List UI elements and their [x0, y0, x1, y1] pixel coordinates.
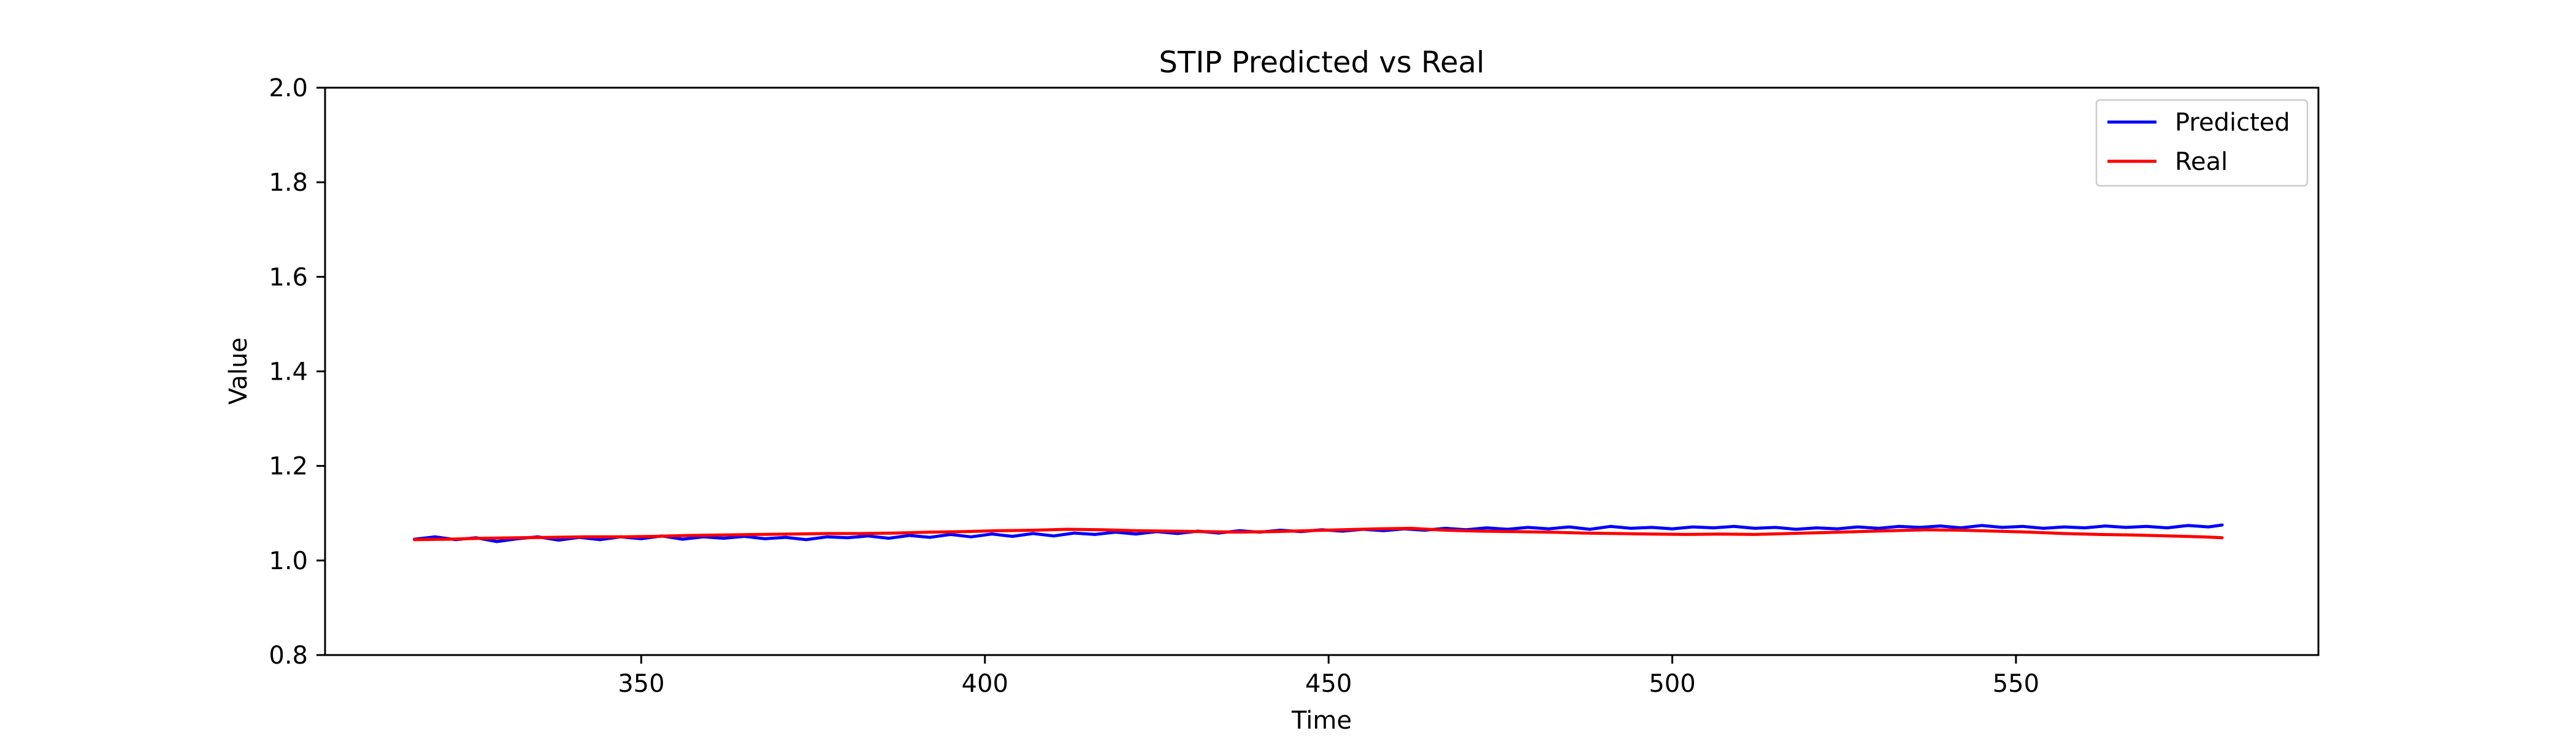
y-tick-label: 0.8: [269, 642, 308, 670]
x-tick-label: 400: [962, 670, 1008, 698]
x-tick-label: 500: [1649, 670, 1695, 698]
y-tick-label: 1.8: [269, 169, 308, 197]
x-tick-label: 550: [1993, 670, 2039, 698]
x-tick-label: 450: [1305, 670, 1352, 698]
x-tick-label: 350: [618, 670, 664, 698]
x-axis-label: Time: [1291, 707, 1352, 735]
y-axis: 0.8 1.0 1.2 1.4 1.6 1.8 2.0: [269, 74, 325, 670]
legend: Predicted Real: [2095, 99, 2309, 187]
y-tick-label: 1.0: [269, 547, 308, 575]
legend-label-predicted: Predicted: [2175, 109, 2290, 137]
y-tick-label: 1.2: [269, 453, 308, 481]
series-layer: [413, 523, 2224, 543]
series-line-real: [413, 526, 2224, 542]
x-axis: 350 400 450 500 550: [618, 655, 2039, 698]
y-axis-label: Value: [224, 337, 253, 405]
y-tick-label: 1.6: [269, 263, 308, 291]
y-tick-label: 1.4: [269, 358, 308, 386]
chart-title: STIP Predicted vs Real: [1159, 45, 1485, 80]
legend-label-real: Real: [2175, 148, 2228, 176]
y-tick-label: 2.0: [269, 74, 308, 102]
